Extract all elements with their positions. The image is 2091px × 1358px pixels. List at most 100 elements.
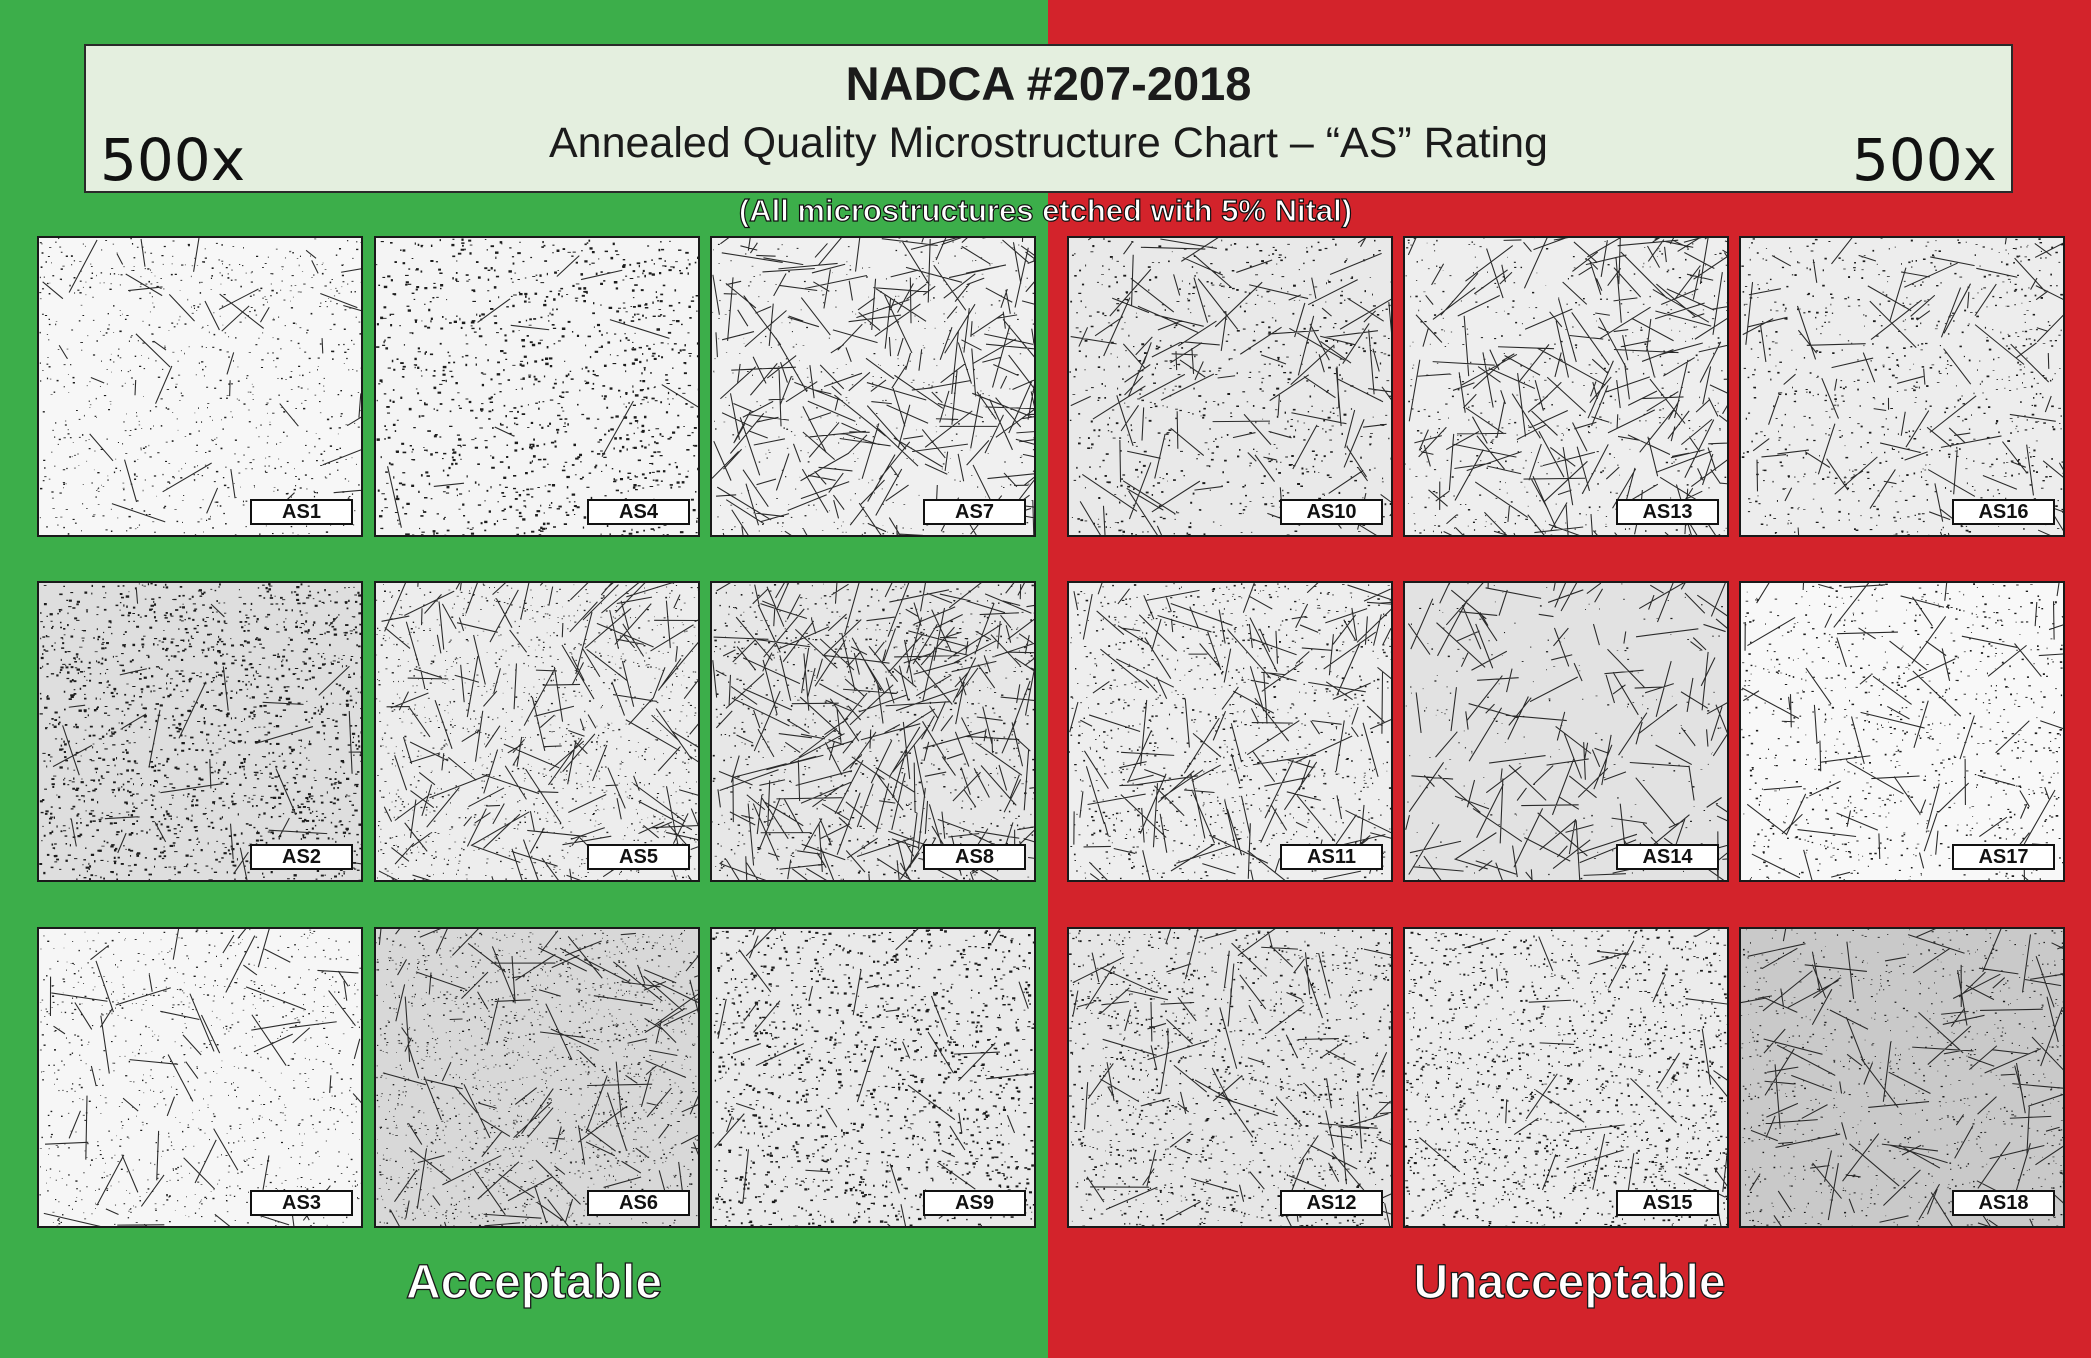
micrograph-image xyxy=(376,929,698,1226)
micrograph-image xyxy=(712,929,1034,1226)
micrograph-panel: AS11 xyxy=(1067,581,1393,882)
micrograph-needles xyxy=(1072,929,1391,1226)
micrograph-image xyxy=(1069,238,1391,535)
micrograph-panel: AS10 xyxy=(1067,236,1393,537)
micrograph-panel: AS6 xyxy=(374,927,700,1228)
micrograph-image xyxy=(39,929,361,1226)
micrograph-needles xyxy=(387,255,698,528)
micrograph-image xyxy=(376,238,698,535)
micrograph-texture xyxy=(1741,929,2063,1226)
micrograph-panel: AS8 xyxy=(710,581,1036,882)
micrograph-image xyxy=(1405,238,1727,535)
chart-subtitle: Annealed Quality Microstructure Chart – … xyxy=(549,119,1548,167)
micrograph-texture xyxy=(39,583,361,880)
micrograph-background xyxy=(39,583,361,880)
micrograph-panel: AS1 xyxy=(37,236,363,537)
micrograph-texture xyxy=(1069,583,1391,880)
micrograph-particles xyxy=(712,238,1034,535)
micrograph-panel: AS16 xyxy=(1739,236,2065,537)
chart-title: NADCA #207-2018 xyxy=(845,57,1252,110)
micrograph-texture xyxy=(1069,929,1391,1226)
micrograph-panel: AS12 xyxy=(1067,927,1393,1228)
sample-label: AS17 xyxy=(1952,844,2055,870)
magnification-left: 500x xyxy=(100,126,246,194)
micrograph-texture xyxy=(1069,238,1391,535)
sample-label: AS2 xyxy=(250,844,353,870)
micrograph-image xyxy=(1405,929,1727,1226)
micrograph-panel: AS13 xyxy=(1403,236,1729,537)
micrograph-texture xyxy=(712,929,1034,1226)
micrograph-needles xyxy=(1741,583,2063,880)
micrograph-image xyxy=(1069,929,1391,1226)
sample-label: AS9 xyxy=(923,1190,1026,1216)
micrograph-panel: AS7 xyxy=(710,236,1036,537)
micrograph-needles xyxy=(378,929,698,1226)
micrograph-panel: AS2 xyxy=(37,581,363,882)
micrograph-image xyxy=(712,583,1034,880)
micrograph-image xyxy=(1069,583,1391,880)
micrograph-background xyxy=(1741,583,2063,880)
acceptable-label: Acceptable xyxy=(405,1255,663,1309)
micrograph-particles xyxy=(1069,929,1391,1226)
micrograph-particles xyxy=(376,930,698,1226)
micrograph-needles xyxy=(712,238,1034,535)
sample-label: AS4 xyxy=(587,499,690,525)
sample-label: AS3 xyxy=(250,1190,353,1216)
sample-label: AS10 xyxy=(1280,499,1383,525)
micrograph-texture xyxy=(1405,583,1727,880)
micrograph-texture xyxy=(1405,238,1727,535)
micrograph-texture xyxy=(712,238,1034,535)
sample-label: AS14 xyxy=(1616,844,1719,870)
micrograph-needles xyxy=(52,587,361,880)
micrograph-image xyxy=(1741,929,2063,1226)
micrograph-texture xyxy=(376,238,698,535)
etching-note: (All microstructures etched with 5% Nita… xyxy=(738,192,1353,228)
micrograph-background xyxy=(39,238,361,535)
micrograph-image xyxy=(1405,583,1727,880)
micrograph-needles xyxy=(1742,238,2063,535)
chart-header: NADCA #207-2018 Annealed Quality Microst… xyxy=(84,44,2013,194)
micrograph-needles xyxy=(1070,238,1391,535)
micrograph-panel: AS5 xyxy=(374,581,700,882)
sample-label: AS1 xyxy=(250,499,353,525)
micrograph-background xyxy=(712,929,1034,1226)
micrograph-particles xyxy=(712,583,1034,880)
micrograph-image xyxy=(39,583,361,880)
micrograph-texture xyxy=(1405,929,1727,1226)
micrograph-panel: AS15 xyxy=(1403,927,1729,1228)
micrograph-particles xyxy=(376,583,698,880)
micrograph-background xyxy=(39,929,361,1226)
micrograph-needles xyxy=(42,238,361,523)
micrograph-texture xyxy=(376,929,698,1226)
micrograph-needles xyxy=(1741,929,2063,1226)
micrograph-background xyxy=(1405,929,1727,1226)
micrograph-texture xyxy=(39,238,361,535)
micrograph-background xyxy=(376,238,698,535)
micrograph-panel: AS14 xyxy=(1403,581,1729,882)
sample-label: AS5 xyxy=(587,844,690,870)
micrograph-image xyxy=(39,238,361,535)
micrograph-image xyxy=(1741,238,2063,535)
micrograph-panel: AS9 xyxy=(710,927,1036,1228)
sample-label: AS11 xyxy=(1280,844,1383,870)
micrograph-panel: AS3 xyxy=(37,927,363,1228)
micrograph-panel: AS17 xyxy=(1739,581,2065,882)
micrograph-background xyxy=(1069,929,1391,1226)
sample-label: AS8 xyxy=(923,844,1026,870)
micrograph-background xyxy=(1741,238,2063,535)
sample-label: AS12 xyxy=(1280,1190,1383,1216)
micrograph-needles xyxy=(1419,929,1727,1226)
micrograph-texture xyxy=(39,929,361,1226)
micrograph-particles xyxy=(1741,929,2063,1226)
sample-label: AS7 xyxy=(923,499,1026,525)
micrograph-texture xyxy=(712,583,1034,880)
micrograph-texture xyxy=(1741,238,2063,535)
sample-label: AS6 xyxy=(587,1190,690,1216)
sample-label: AS15 xyxy=(1616,1190,1719,1216)
sample-label: AS13 xyxy=(1616,499,1719,525)
micrograph-image xyxy=(712,238,1034,535)
micrograph-panel: AS18 xyxy=(1739,927,2065,1228)
sample-label: AS18 xyxy=(1952,1190,2055,1216)
micrograph-texture xyxy=(1741,583,2063,880)
sample-label: AS16 xyxy=(1952,499,2055,525)
